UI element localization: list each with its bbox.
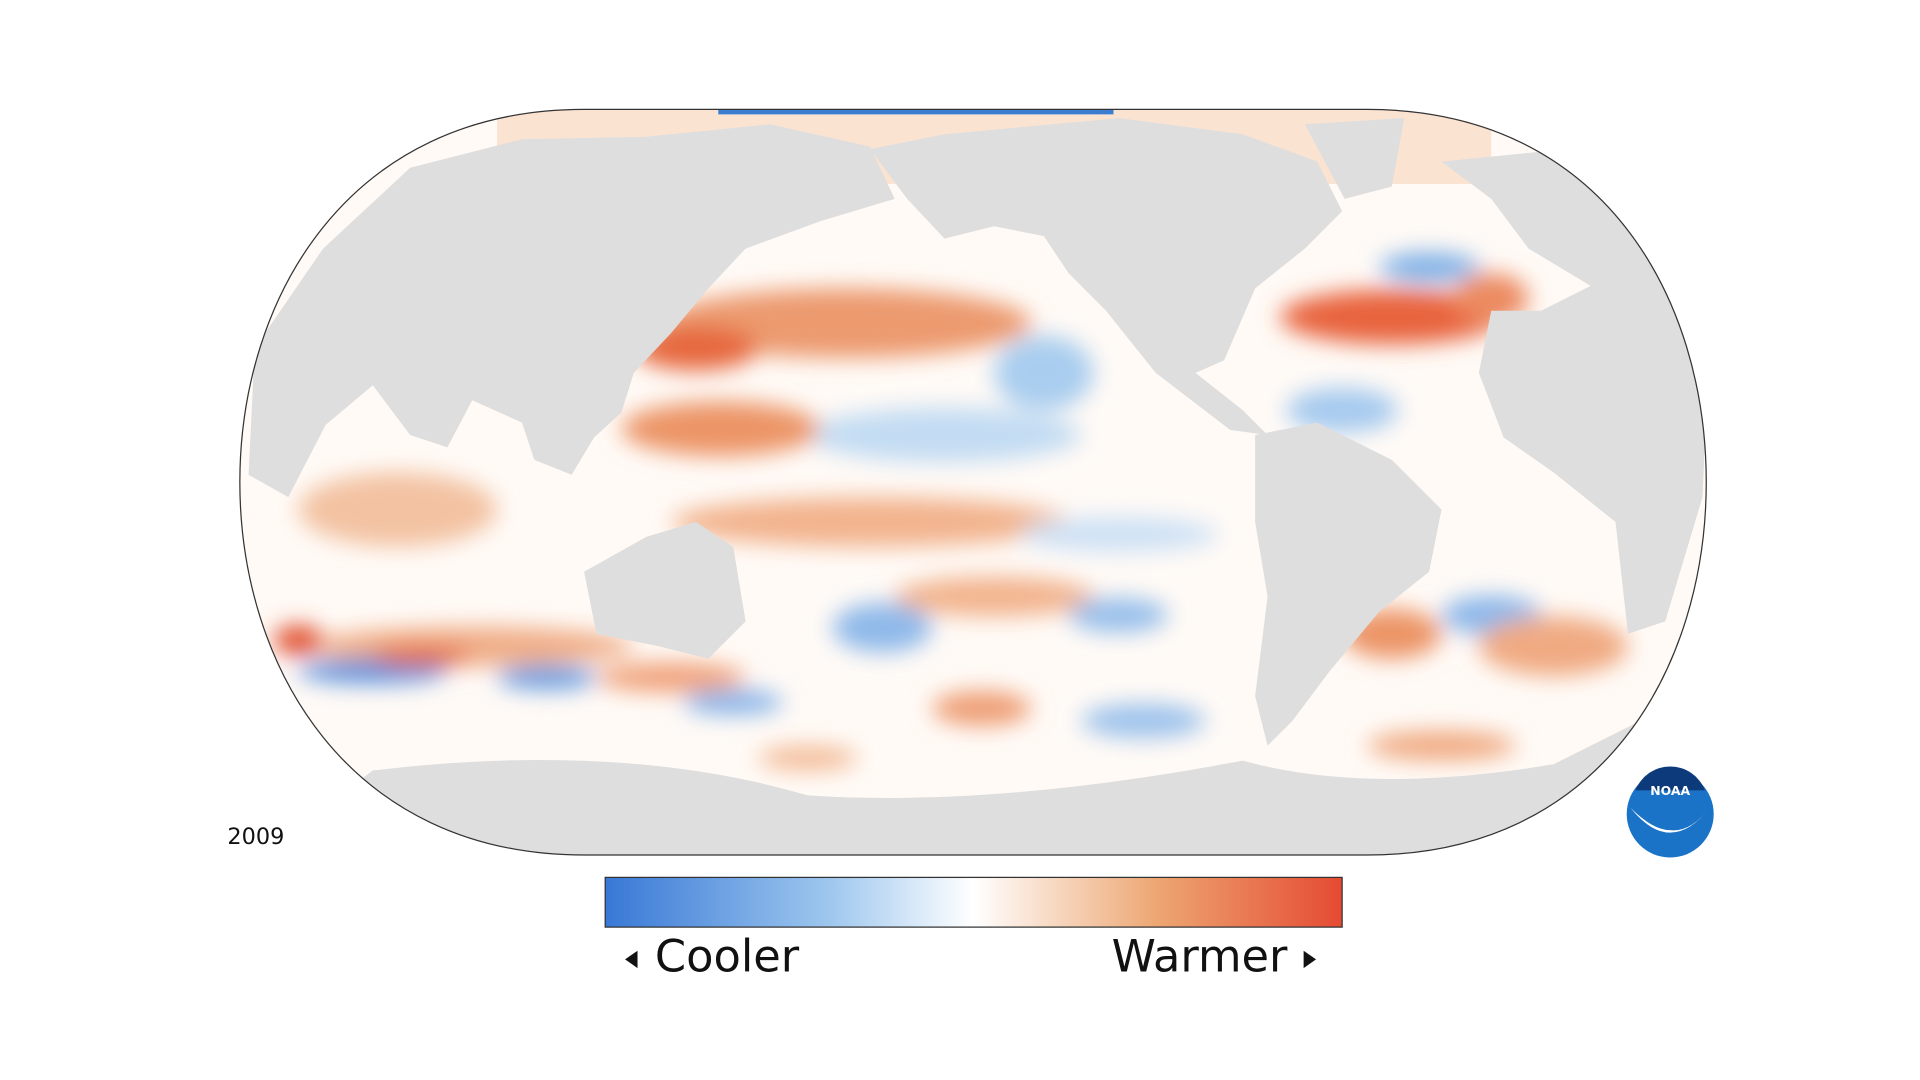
land [239, 118, 1707, 856]
color-scale [604, 876, 1343, 928]
logo-top [1635, 766, 1706, 791]
map [239, 109, 1707, 856]
noaa-logo: NOAA [1626, 766, 1714, 858]
legend-low-label: Cooler [655, 929, 800, 982]
arctic-edge [718, 109, 1114, 115]
logo-gull [1630, 807, 1710, 833]
right-arrow [1303, 950, 1317, 969]
map-border [239, 108, 1707, 856]
logo-circle [1626, 770, 1714, 858]
legend-high-label: Warmer [1112, 929, 1288, 982]
anomalies [273, 252, 1628, 771]
year-label: 2009 [227, 824, 284, 850]
logo-text: NOAA [1650, 783, 1690, 798]
left-arrow [625, 950, 638, 969]
